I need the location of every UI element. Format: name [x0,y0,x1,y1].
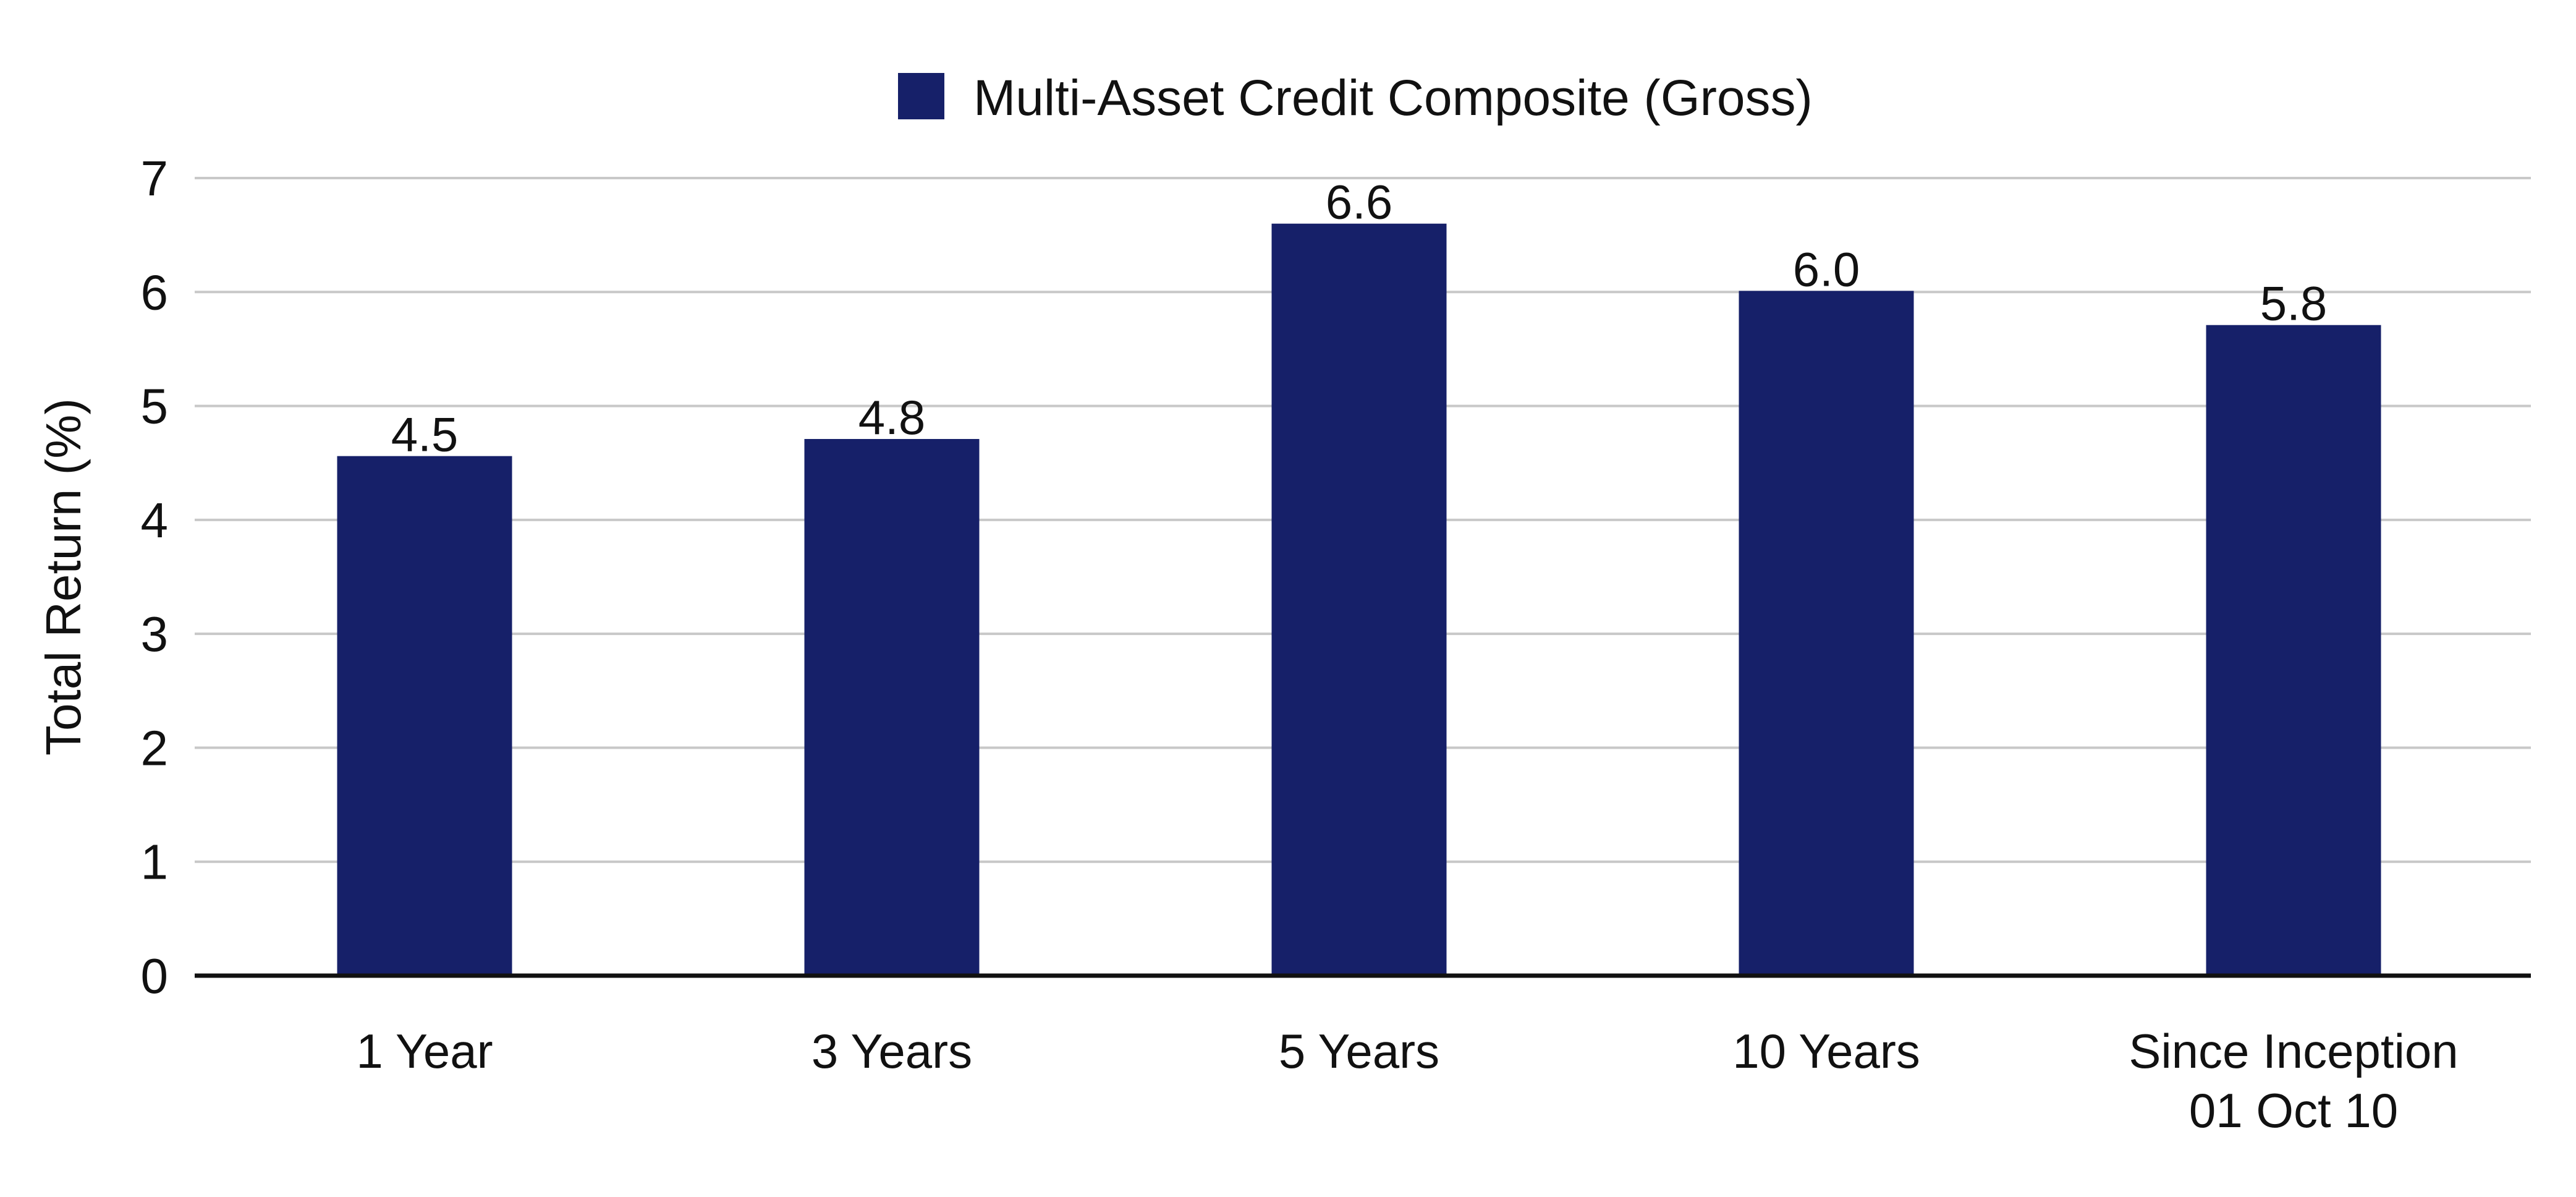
y-tick-label: 4 [141,493,169,548]
bar [1739,291,1914,976]
bar [2206,325,2381,976]
y-tick-label: 6 [141,265,169,320]
x-tick-label: 10 Years [1732,1024,1920,1078]
data-label: 4.8 [858,390,925,445]
bars [337,223,2381,976]
bar [804,439,980,976]
labels: 0 1 2 3 4 5 6 7 4.5 1 Year 4.8 3 Years 6.6 5 Years 6.0… [141,151,2459,1138]
legend-label: Multi-Asset Credit Composite (Gross) [973,70,1813,126]
y-tick-label: 1 [141,835,169,890]
y-tick-label: 3 [141,607,169,662]
bar [337,456,512,976]
legend: Multi-Asset Credit Composite (Gross) [898,70,1813,126]
x-tick-label: 3 Years [811,1024,972,1078]
data-label: 5.8 [2260,276,2327,331]
y-tick-label: 0 [141,948,169,1003]
data-label: 4.5 [391,407,458,462]
bar [1271,223,1447,976]
data-label: 6.0 [1793,242,1860,296]
legend-swatch [898,73,944,119]
y-axis-title: Total Return (%) [36,398,91,756]
data-label: 6.6 [1326,175,1392,229]
y-tick-label: 5 [141,379,169,434]
y-tick-label: 2 [141,720,169,775]
x-tick-label: 1 Year [356,1024,493,1078]
y-tick-label: 7 [141,151,169,206]
x-tick-label: Since Inception [2129,1024,2458,1078]
x-tick-label: 5 Years [1279,1024,1439,1078]
x-tick-label: 01 Oct 10 [2189,1083,2398,1138]
